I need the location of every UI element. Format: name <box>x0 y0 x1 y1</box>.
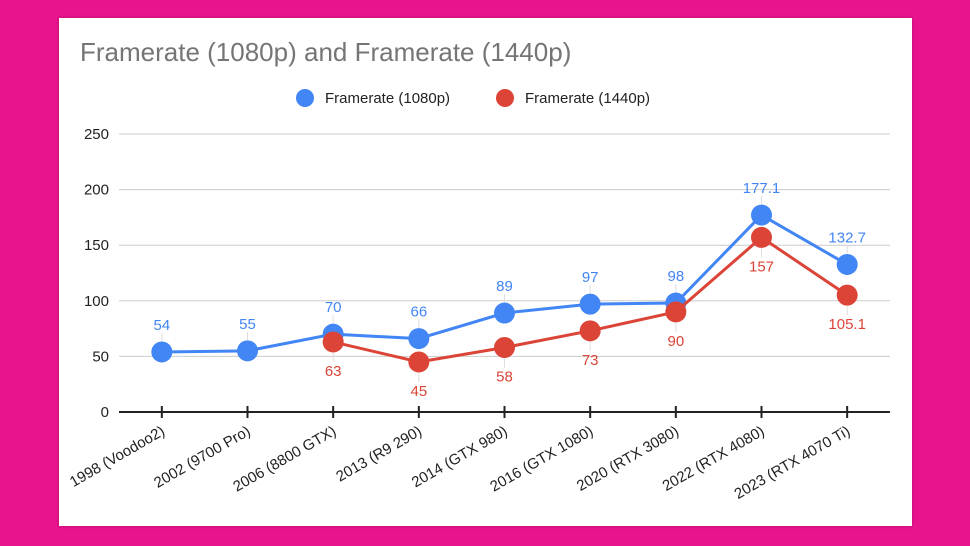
series-1: 63 45 58 73 90 157 105.1 <box>322 226 866 400</box>
data-label-1-3: 45 <box>410 383 427 400</box>
series-0: 54 55 70 66 89 97 98 177.1 132.7 <box>151 180 866 363</box>
y-tick-label-50: 50 <box>92 348 109 365</box>
data-label-0-6: 98 <box>667 268 684 285</box>
y-tick-label-100: 100 <box>84 293 109 310</box>
data-label-1-8: 105.1 <box>828 316 866 333</box>
data-label-0-8: 132.7 <box>828 229 866 246</box>
data-point-0-3 <box>408 328 430 350</box>
data-label-0-1: 55 <box>239 316 256 333</box>
data-point-1-2 <box>322 331 344 353</box>
chart-card: Framerate (1080p) and Framerate (1440p) … <box>59 18 912 526</box>
data-point-1-3 <box>408 351 430 373</box>
data-label-1-2: 63 <box>325 363 342 380</box>
data-label-0-7: 177.1 <box>743 180 781 197</box>
data-point-1-6 <box>665 301 687 323</box>
data-point-0-4 <box>494 302 515 324</box>
legend-label-0: Framerate (1080p) <box>325 90 450 107</box>
legend-marker-1 <box>496 89 514 107</box>
data-label-0-3: 66 <box>410 304 427 321</box>
data-point-0-8 <box>836 253 858 275</box>
data-point-1-5 <box>579 320 601 342</box>
data-label-1-7: 157 <box>749 258 774 275</box>
data-point-0-5 <box>579 293 601 315</box>
y-tick-label-250: 250 <box>84 126 109 143</box>
data-label-1-5: 73 <box>582 352 599 369</box>
data-label-0-4: 89 <box>496 278 513 295</box>
data-point-1-4 <box>494 337 515 359</box>
legend-marker-0 <box>296 89 314 107</box>
y-tick-label-150: 150 <box>84 237 109 254</box>
data-label-0-5: 97 <box>582 269 599 286</box>
chart-title: Framerate (1080p) and Framerate (1440p) <box>80 37 572 67</box>
chart-legend: Framerate (1080p) Framerate (1440p) <box>296 89 650 107</box>
data-point-0-0 <box>151 341 173 363</box>
data-point-0-7 <box>751 204 772 226</box>
y-tick-label-200: 200 <box>84 182 109 199</box>
data-point-1-7 <box>751 226 772 248</box>
data-label-0-2: 70 <box>325 299 342 316</box>
legend-label-1: Framerate (1440p) <box>525 90 650 107</box>
y-tick-label-0: 0 <box>101 404 109 421</box>
data-point-1-8 <box>836 284 858 306</box>
data-label-0-0: 54 <box>153 317 170 334</box>
data-label-1-4: 58 <box>496 369 513 386</box>
data-point-0-1 <box>237 340 258 362</box>
data-label-1-6: 90 <box>667 333 684 350</box>
